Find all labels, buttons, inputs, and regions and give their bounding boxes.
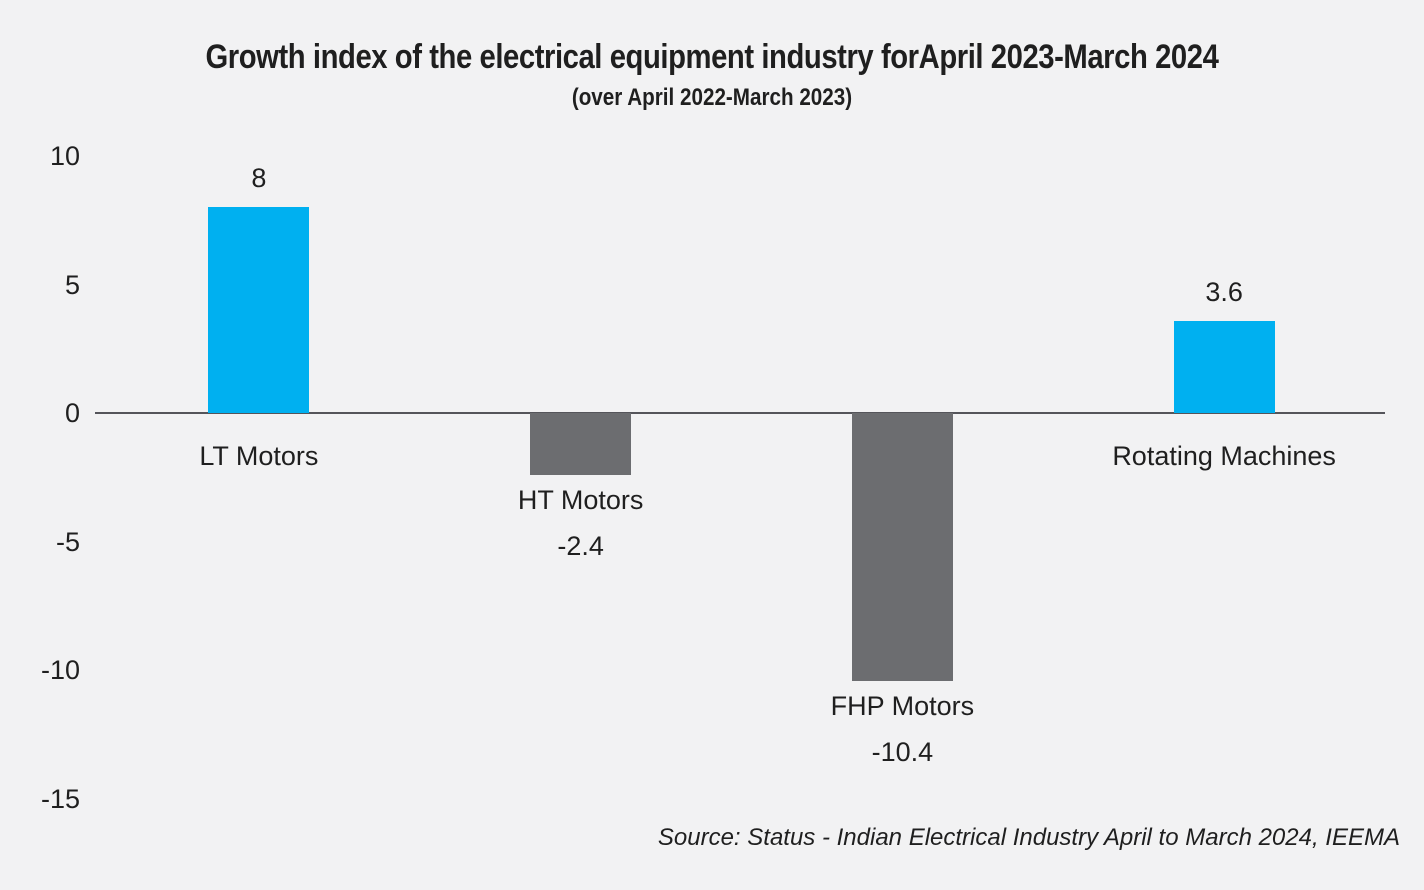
bar-value-label: 3.6 [1205, 276, 1243, 307]
y-tick-label: -10 [40, 655, 80, 686]
bar-value-label: -2.4 [557, 530, 604, 561]
bar-ht-motors [530, 413, 632, 475]
bar-value-label: 8 [251, 163, 267, 194]
bar-category-label: LT Motors [199, 441, 319, 472]
y-tick-label: 5 [64, 269, 80, 300]
bar-value-label: -10.4 [871, 736, 934, 767]
chart-subtitle-text: (over April 2022-March 2023) [571, 84, 853, 111]
y-tick-label: -15 [40, 784, 80, 814]
chart-subtitle: (over April 2022-March 2023) [0, 84, 1424, 112]
y-axis: 10 5 0 -5 -10 -15 [0, 141, 80, 814]
x-axis-line [95, 412, 1385, 415]
bar-rotating-machines [1173, 320, 1275, 414]
y-tick-label: 0 [64, 398, 80, 429]
plot-area: 8 LT Motors -2.4 HT Motors -10.4 FHP Motors 3.… [95, 156, 1385, 799]
chart-title: Growth index of the electrical equipment… [0, 38, 1424, 77]
bar-fhp-motors [851, 413, 953, 681]
bar-category-label: HT Motors [517, 484, 644, 515]
bar-category-label: Rotating Machines [1112, 441, 1336, 472]
y-tick-label: 10 [49, 141, 80, 171]
source-credit: Source: Status - Indian Electrical Indus… [657, 824, 1400, 851]
chart-title-text: Growth index of the electrical equipment… [205, 38, 1219, 76]
bar-lt-motors [208, 207, 310, 414]
bar-category-label: FHP Motors [830, 690, 975, 721]
y-tick-label: -5 [55, 526, 80, 557]
